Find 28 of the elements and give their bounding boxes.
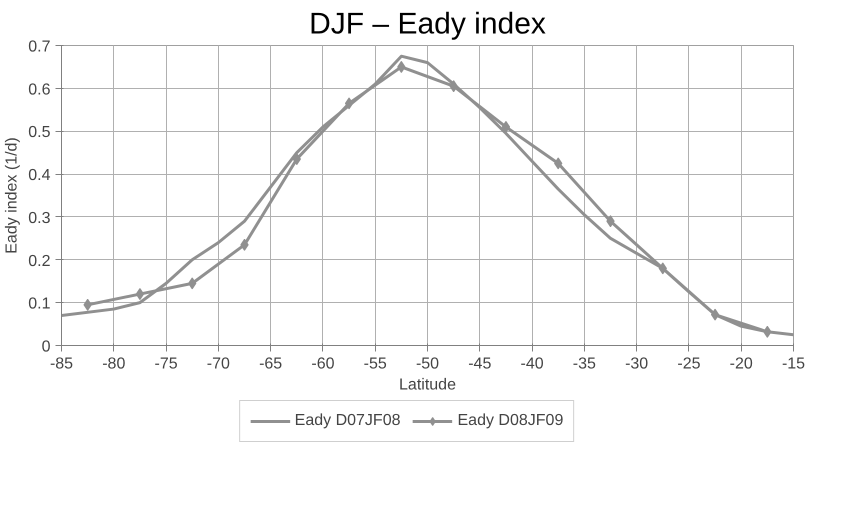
x-tick-label: -65	[259, 356, 282, 372]
x-tick-label: -75	[154, 356, 178, 372]
x-tick-label: -45	[468, 356, 492, 372]
x-tick-label: -30	[625, 356, 648, 372]
x-tick-label: -40	[520, 356, 544, 372]
x-tick-label: -15	[782, 356, 806, 372]
x-tick-label: -25	[677, 356, 701, 372]
legend-label: Eady D07JF08	[294, 412, 400, 430]
y-tick-label: 0.1	[28, 296, 51, 313]
x-tick-label: -55	[364, 356, 387, 372]
x-tick-label: -80	[102, 356, 126, 372]
x-tick-label: -50	[416, 356, 440, 372]
y-tick-label: 0.6	[28, 81, 51, 98]
x-tick-label: -20	[730, 356, 753, 372]
x-axis-title: Latitude	[399, 376, 456, 394]
x-tick-label: -85	[50, 356, 74, 372]
y-tick-label: 0	[42, 338, 51, 356]
chart-title: DJF – Eady index	[309, 8, 546, 40]
y-tick-label: 0.3	[28, 210, 51, 227]
legend-label: Eady D08JF09	[458, 412, 564, 430]
y-axis-title: Eady index (1/d)	[3, 137, 20, 254]
y-tick-label: 0.5	[28, 124, 51, 142]
y-tick-label: 0.4	[28, 167, 51, 184]
y-tick-label: 0.2	[28, 252, 51, 270]
y-tick-label: 0.7	[28, 38, 51, 56]
x-tick-label: -60	[311, 356, 335, 372]
x-tick-label: -35	[572, 356, 596, 372]
x-tick-label: -70	[206, 356, 230, 372]
